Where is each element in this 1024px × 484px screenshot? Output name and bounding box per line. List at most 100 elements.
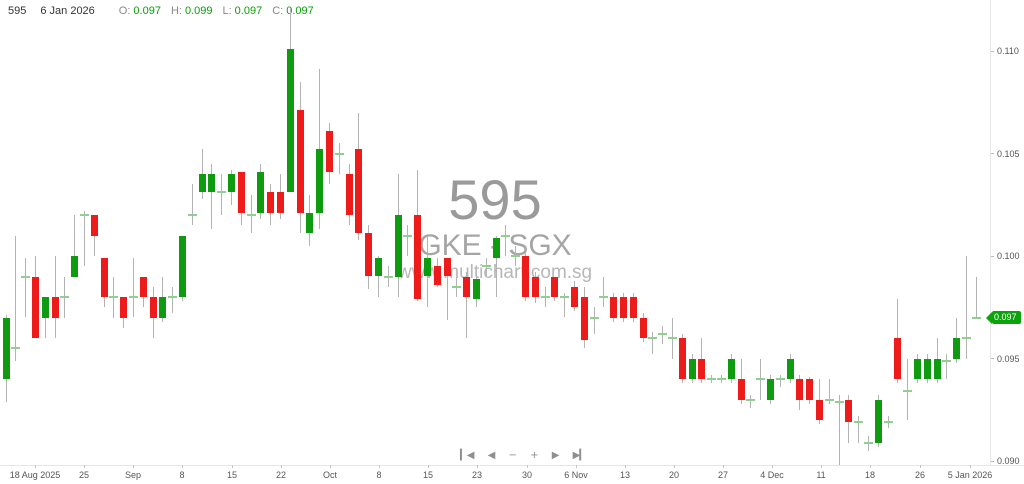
doji-dash [481,265,491,268]
price-tick-label: 0.090 [997,456,1020,466]
skip-to-start-button[interactable]: ▎◀ [460,450,474,461]
ohlc-header: 595 6 Jan 2026 O: 0.097 H: 0.099 L: 0.09… [8,4,314,18]
candle-body [472,278,480,300]
date-tick-mark [920,465,921,468]
candle-wick [975,276,977,318]
candle-body [766,379,774,400]
doji-dash [599,296,609,298]
price-tick-label: 0.110 [997,46,1019,56]
candlestick-plot-area[interactable]: 595 GKE - SGX www.multichart.com.sg [0,0,990,466]
doji-dash [648,337,658,339]
doji-dash [501,234,511,237]
doji-dash [775,378,785,380]
candle-wick [603,276,605,308]
date-tick-mark [527,465,528,468]
doji-dash [403,234,413,237]
candle-wick [132,258,134,318]
date-tick-mark [35,465,36,468]
candle-body [570,286,578,308]
candle-body [394,215,402,277]
date-tick-label: 20 [668,470,680,480]
price-tick-mark [991,153,994,154]
doji-dash [511,255,521,257]
candle-body [639,317,647,338]
date-tick-mark [379,465,380,468]
doji-dash [128,296,138,298]
price-tick: 0.095 [991,354,1020,364]
open-label: O: [118,5,131,17]
candle-body [953,338,961,359]
doji-dash [187,214,197,216]
date-tick-label: Oct [322,470,338,480]
doji-dash [854,421,864,424]
chart-nav-toolbar: ▎◀ ◀ − + ▶ ▶▎ [458,449,588,463]
high-value: 0.099 [184,5,213,17]
candle-wick [319,69,321,230]
doji-dash [883,421,893,424]
price-tick-label: 0.105 [997,148,1020,159]
candle-body [688,358,696,379]
candle-wick [662,325,664,345]
candle-wick [250,194,252,234]
step-back-button[interactable]: ◀ [487,450,496,461]
candle-body [139,276,147,297]
doji-dash [707,378,717,380]
doji-dash [942,359,952,362]
date-tick-label: 4 Dec [760,470,784,480]
candle-body [619,297,627,318]
badge-arrow-icon [986,311,992,324]
doji-dash [589,316,599,319]
candle-wick [377,256,379,297]
candle-body [198,174,206,193]
date-tick-label: 15 [226,470,238,480]
doji-dash [560,296,570,298]
candle-body [120,297,128,318]
candle-body [325,130,333,172]
date-tick-label: 8 [179,470,185,480]
candle-wick [907,358,909,420]
date-tick-label: 18 Aug 2025 [9,470,61,480]
price-tick-mark [991,358,994,359]
date-tick-mark [772,465,773,468]
skip-to-end-button[interactable]: ▶▎ [572,450,587,461]
date-tick-label: 26 [914,470,926,480]
date-tick-mark [84,465,85,468]
candle-wick [828,379,830,404]
candle-wick [407,225,409,256]
candle-wick [191,184,193,226]
candle-body [806,379,814,400]
doji-dash [658,332,668,335]
date-tick-mark [182,465,183,468]
doji-dash [540,296,550,298]
watermark-ticker: 595 [448,168,542,231]
candle-wick [946,354,948,379]
date-tick-label: 18 [864,470,876,480]
candle-wick [564,292,566,318]
candle-wick [652,331,654,355]
doji-dash [168,296,178,298]
price-tick: 0.100 [991,251,1020,261]
candle-wick [838,395,840,466]
candle-body [492,237,500,259]
step-forward-button[interactable]: ▶ [551,450,560,461]
candle-wick [965,256,967,359]
candle-body [374,258,382,277]
date-tick-mark [870,465,871,468]
candle-body [316,149,324,213]
candle-wick [93,215,95,256]
close-label: C: [272,5,284,17]
date-tick-label: 22 [275,470,287,480]
zoom-in-button[interactable]: + [530,450,538,461]
candle-body [874,399,882,443]
candle-body [227,174,235,193]
zoom-out-button[interactable]: − [508,450,517,461]
doji-dash [217,191,227,194]
candle-wick [74,215,76,277]
candle-wick [750,395,752,408]
date-tick-label: 23 [471,470,483,480]
date-tick-mark [428,465,429,468]
candle-wick [211,163,213,230]
doji-dash [79,214,89,216]
candle-body [51,297,59,318]
